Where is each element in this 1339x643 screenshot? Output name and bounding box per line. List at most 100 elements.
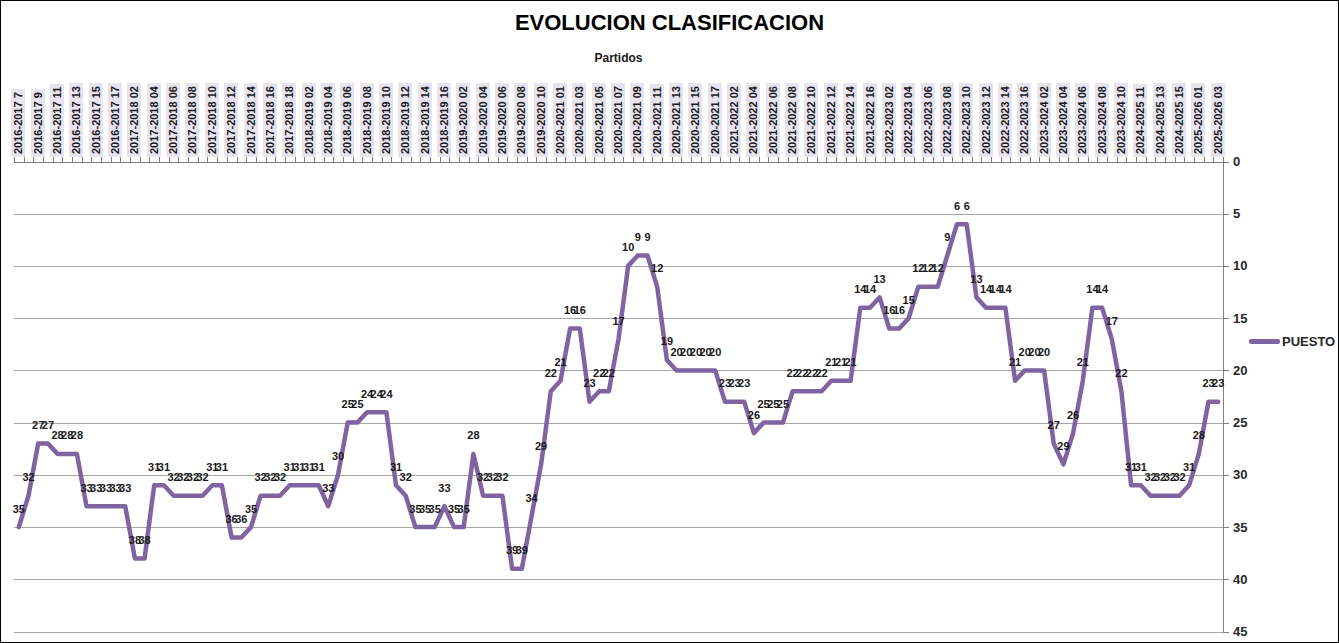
gridline: [14, 214, 1223, 215]
legend-series-label: PUESTO: [1282, 334, 1335, 349]
x-axis-label: 2022-2023 14: [998, 83, 1012, 157]
legend-series-marker: [1249, 339, 1280, 344]
y-axis-label: 40: [1233, 572, 1247, 587]
data-label: 21: [1061, 357, 1105, 368]
x-axis-label: 2020-2021 01: [553, 83, 567, 157]
x-axis-label: 2022-2023 04: [901, 83, 915, 157]
x-axis-label: 2017-2018 14: [244, 83, 258, 157]
data-label: 9: [925, 232, 969, 243]
data-label: 22: [800, 368, 844, 379]
x-axis-label: 2024-2025 15: [1172, 83, 1186, 157]
data-label: 22: [529, 368, 573, 379]
data-label: 21: [829, 357, 873, 368]
data-label: 34: [510, 493, 554, 504]
data-label: 23: [722, 378, 766, 389]
y-axis-label: 35: [1233, 520, 1247, 535]
x-axis-label: 2018-2019 06: [340, 83, 354, 157]
data-label: 22: [1099, 368, 1143, 379]
x-axis-label: 2016-2017 15: [89, 83, 103, 157]
data-label: 39: [500, 545, 544, 556]
data-label: 24: [364, 389, 408, 400]
data-label: 38: [123, 535, 167, 546]
x-axis-label: 2019-2020 08: [514, 83, 528, 157]
x-axis-label: 2024-2025 11: [1133, 84, 1147, 157]
x-axis-label: 2018-2019 14: [418, 83, 432, 157]
data-label: 26: [1051, 410, 1095, 421]
y-axis-label: 30: [1233, 467, 1247, 482]
x-axis-label: 2023-2024 02: [1037, 83, 1051, 157]
x-axis-label: 2020-2021 07: [611, 83, 625, 157]
x-axis-label: 2021-2022 04: [746, 83, 760, 157]
x-axis-label: 2017-2018 04: [147, 83, 161, 157]
x-axis-label: 2019-2020 02: [456, 83, 470, 157]
x-axis-label: 2025-2026 03: [1211, 83, 1225, 157]
x-axis-label: 2018-2019 08: [360, 83, 374, 157]
data-label: 33: [306, 483, 350, 494]
data-label: 23: [1196, 378, 1240, 389]
x-axis-label: 2018-2019 12: [398, 83, 412, 157]
data-label: 23: [568, 378, 612, 389]
data-label: 35: [229, 504, 273, 515]
data-label: 33: [422, 483, 466, 494]
gridline: [14, 579, 1223, 580]
x-axis-label: 2021-2022 14: [843, 83, 857, 157]
x-axis-label: 2022-2023 08: [940, 83, 954, 157]
data-label: 35: [442, 504, 486, 515]
x-axis-label: 2024-2025 13: [1153, 83, 1167, 157]
data-label: 31: [200, 462, 244, 473]
data-label: 31: [297, 462, 341, 473]
x-axis-label: 2021-2022 06: [766, 83, 780, 157]
data-label: 9: [626, 232, 670, 243]
x-axis-label: 2017-2018 02: [127, 83, 141, 157]
x-axis-label: 2018-2019 10: [379, 83, 393, 157]
x-axis-label: 2016-2017 13: [69, 83, 83, 157]
x-axis-label: 2019-2020 10: [534, 83, 548, 157]
data-label: 14: [1080, 284, 1124, 295]
y-axis-label: 5: [1233, 206, 1240, 221]
data-label: 28: [55, 430, 99, 441]
legend: PUESTO: [1249, 334, 1335, 349]
x-axis-label: 2021-2022 12: [824, 83, 838, 157]
x-axis-label: 2017-2018 18: [282, 83, 296, 157]
x-axis-label: 2017-2018 12: [224, 83, 238, 157]
x-axis-label: 2016-2017 7: [11, 89, 25, 157]
gridline: [14, 527, 1223, 528]
x-axis-label: 2018-2019 04: [321, 83, 335, 157]
x-axis-label: 2020-2021 09: [630, 83, 644, 157]
data-label: 17: [1090, 316, 1134, 327]
data-label: 22: [587, 368, 631, 379]
data-label: 28: [1177, 430, 1221, 441]
x-axis-label: 2022-2023 16: [1017, 83, 1031, 157]
data-label: 6: [945, 201, 989, 212]
x-axis-label: 2022-2023 12: [979, 83, 993, 157]
x-axis-label: 2018-2019 02: [302, 83, 316, 157]
data-label: 21: [993, 357, 1037, 368]
data-label: 13: [858, 274, 902, 285]
x-axis-label: 2020-2021 15: [688, 83, 702, 157]
x-axis-label: 2019-2020 06: [495, 83, 509, 157]
x-axis-label: 2017-2018 16: [263, 83, 277, 157]
chart-title: EVOLUCION CLASIFICACION: [1, 10, 1338, 36]
data-label: 32: [384, 472, 428, 483]
x-axis-label: 2021-2022 16: [863, 83, 877, 157]
y-axis-label: 25: [1233, 415, 1247, 430]
data-label: 27: [1032, 420, 1076, 431]
line-chart: EVOLUCION CLASIFICACION Partidos 0510152…: [0, 0, 1339, 643]
data-label: 36: [219, 514, 263, 525]
data-label: 20: [1022, 347, 1066, 358]
data-label: 32: [258, 472, 302, 483]
x-axis-label: 2023-2024 08: [1095, 83, 1109, 157]
data-label: 21: [539, 357, 583, 368]
y-axis-label: 45: [1233, 624, 1247, 639]
y-axis-label: 15: [1233, 311, 1247, 326]
x-axis-label: 2020-2021 11: [650, 84, 664, 157]
x-axis-label: 2020-2021 03: [572, 83, 586, 157]
data-label: 29: [1041, 441, 1085, 452]
x-axis-title-partidos: Partidos: [14, 51, 1223, 65]
gridline: [14, 632, 1223, 633]
x-axis-label: 2021-2022 08: [785, 83, 799, 157]
x-axis-label: 2023-2024 10: [1114, 83, 1128, 157]
x-axis-label: 2023-2024 04: [1056, 83, 1070, 157]
x-axis-label: 2018-2019 16: [437, 83, 451, 157]
data-label: 30: [316, 451, 360, 462]
